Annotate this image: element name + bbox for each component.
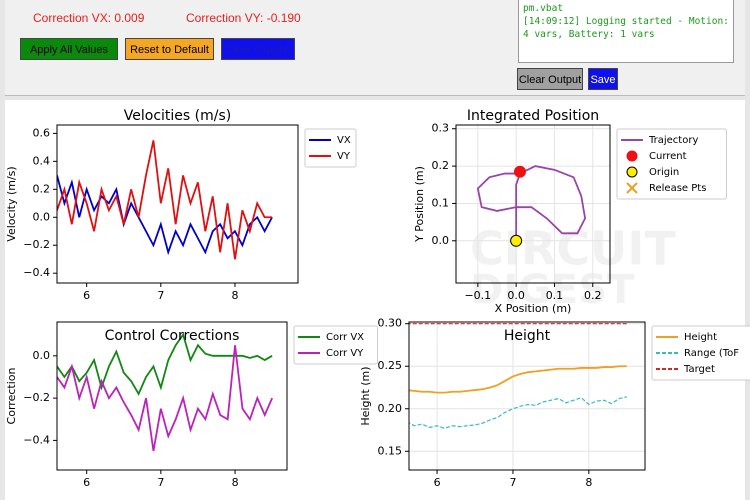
watermark: CIRCUIT: [470, 222, 677, 276]
watermark: DIGEST: [470, 267, 635, 313]
series-line: [476, 165, 587, 241]
legend-label: Trajectory: [648, 135, 698, 146]
apply-button[interactable]: Apply All Values: [20, 38, 118, 60]
axes-frame: [455, 124, 611, 284]
legend-marker: [626, 150, 638, 162]
clear-graphs-button[interactable]: Clear Graphs: [221, 38, 295, 60]
series-line: [409, 396, 627, 429]
x-tick-label: 6: [83, 476, 90, 489]
legend-marker: [626, 166, 638, 178]
y-tick-label: 0.1: [432, 196, 450, 209]
legend-label: VX: [337, 135, 351, 146]
y-tick-label: 0.0: [33, 210, 51, 223]
x-tick-label: 8: [232, 476, 239, 489]
legend-box: [616, 128, 727, 200]
legend-label: Height: [684, 332, 717, 343]
chart-title: Control Corrections: [105, 328, 240, 344]
axes-frame: [56, 124, 299, 284]
legend-label: Target: [683, 364, 715, 375]
y-axis-label: Correction: [5, 368, 18, 425]
y-tick-label: 0.2: [432, 159, 450, 172]
correction-vx: Correction VX: 0.009: [33, 11, 145, 25]
axes-frame: [408, 321, 646, 471]
control-panel: Correction VX: 0.009 Correction VY: -0.1…: [5, 0, 745, 96]
chart-title: Velocities (m/s): [124, 108, 231, 124]
save-button[interactable]: Save: [588, 68, 618, 90]
y-tick-label: 0.4: [33, 154, 51, 167]
log-line: pm.vbat: [523, 3, 564, 14]
legend-label: Origin: [649, 167, 679, 178]
legend-label: Corr VY: [326, 348, 364, 359]
y-axis-label: Y Position (m): [413, 166, 426, 243]
log-line: 4 vars, Battery: 1 vars: [523, 29, 655, 40]
y-axis-label: Height (m): [359, 366, 372, 425]
x-tick-label: 6: [83, 289, 90, 302]
series-line: [57, 175, 273, 256]
x-tick-label: 0.0: [507, 289, 525, 302]
legend-box: [304, 128, 357, 168]
y-tick-label: −0.4: [23, 266, 50, 279]
x-tick-label: 7: [509, 476, 516, 489]
log-output: pm.vbat [14:09:12] Logging started - Mot…: [518, 0, 734, 63]
y-tick-label: −0.4: [23, 433, 50, 446]
y-tick-label: 0.0: [33, 349, 51, 362]
y-tick-label: 0.30: [378, 317, 403, 330]
x-tick-label: 7: [157, 289, 164, 302]
y-tick-label: 0.15: [378, 444, 403, 457]
marker: [513, 165, 526, 178]
x-tick-label: 6: [434, 476, 441, 489]
y-tick-label: 0.20: [378, 402, 403, 415]
y-tick-label: 0.6: [33, 126, 51, 139]
x-tick-label: 8: [231, 289, 238, 302]
legend-box: [651, 325, 750, 381]
x-tick-label: 8: [585, 476, 592, 489]
legend-label: VY: [337, 151, 351, 162]
series-line: [57, 345, 273, 452]
log-line: [14:09:12] Logging started - Motion:: [523, 16, 729, 27]
reset-button[interactable]: Reset to Default: [125, 38, 214, 60]
axes-frame: [56, 321, 288, 471]
y-tick-label: −0.2: [23, 391, 50, 404]
marker: [510, 234, 523, 247]
legend-label: Corr VX: [326, 332, 364, 343]
legend-label: Current: [649, 151, 687, 162]
chart-title: Integrated Position: [467, 108, 599, 124]
x-tick-label: 0.2: [584, 289, 602, 302]
y-tick-label: −0.2: [23, 238, 50, 251]
y-axis-label: Velocity (m/s): [5, 166, 18, 241]
x-axis-label: X Position (m): [495, 302, 572, 315]
correction-vy: Correction VY: -0.190: [186, 11, 301, 25]
x-tick-label: 7: [157, 476, 164, 489]
series-line: [57, 140, 273, 260]
x-tick-label: −0.1: [464, 289, 491, 302]
chart-title: Height: [504, 328, 551, 344]
series-line: [409, 365, 627, 394]
legend-box: [293, 325, 378, 365]
legend-label: Release Pts: [649, 183, 706, 194]
y-tick-label: 0.25: [378, 359, 403, 372]
x-tick-label: 0.1: [546, 289, 564, 302]
legend-label: Range (ToF: [684, 348, 739, 359]
y-tick-label: 0.3: [432, 122, 450, 135]
y-tick-label: 0.2: [33, 182, 51, 195]
clear-output-button[interactable]: Clear Output: [517, 68, 583, 90]
legend-marker: [626, 182, 638, 194]
y-tick-label: 0.0: [432, 234, 450, 247]
